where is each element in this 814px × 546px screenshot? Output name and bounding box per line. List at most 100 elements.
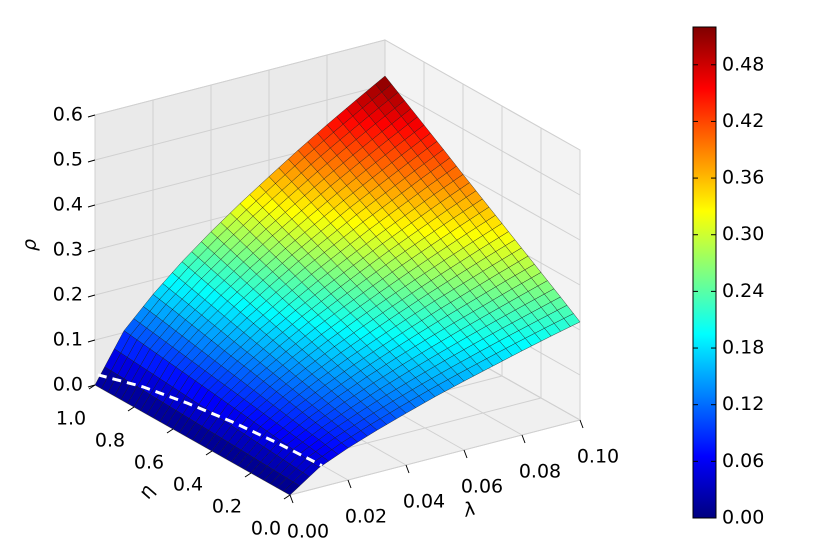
colorbar-tick-label: 0.00 [722,507,764,529]
surface-cell [191,295,241,341]
surface-cell [337,376,387,414]
z-tick [87,339,96,343]
surface-cell [502,312,552,352]
surface-cell [472,223,522,266]
z-tick [87,204,96,208]
grid-line [94,84,386,161]
z-tick-label: 0.5 [53,149,83,171]
surface-cell [386,377,436,414]
surface-cell [453,198,503,243]
z-tick [87,114,96,118]
surface-cell [366,357,416,396]
x-tick [521,434,526,444]
surface-cell [365,147,415,194]
surface-cell [337,278,387,320]
surface-cell [201,355,251,400]
surface-cell [347,338,397,378]
surface-cell [270,453,320,496]
surface-cell [405,300,455,341]
x-tick-label: 0.08 [519,461,561,483]
surface-cell [444,343,494,382]
grid-line [384,84,581,196]
surface-cell [366,257,416,300]
surface-cell [133,357,183,419]
z-axis-label: ρ [19,239,41,251]
surface-cell [297,124,347,172]
surface-cell [123,294,173,345]
surface-cell [240,285,290,330]
surface-cell [318,358,368,397]
surface-cell [443,241,493,284]
surface-cell [239,176,289,223]
y-axis-label: η [134,481,159,502]
colorbar-tick-label: 0.18 [722,337,764,359]
surface-cell [308,300,358,341]
x-tick-label: 0.04 [403,491,445,513]
surface-cell [433,174,483,219]
surface-cell [473,327,523,367]
colorbar [692,26,717,519]
surface-cell [453,305,503,345]
surface-cell [153,371,203,430]
surface-cell [356,192,406,237]
surface-cell [328,413,378,449]
y-tick [127,406,135,412]
colorbar-tick-label: 0.48 [722,53,764,75]
surface-cell [220,267,270,313]
grid-line [94,39,386,116]
surface-cell [162,324,212,373]
surface-cell [355,75,405,125]
surface-cell [511,272,561,313]
surface-cell [288,171,338,218]
x-tick [405,464,410,474]
surface-cell [278,217,328,262]
y-tick-label: 0.8 [95,430,125,452]
surface-cell [326,99,376,148]
surface-cell [376,319,426,359]
x-axis-label: λ [461,497,479,521]
y-tick-label: 1.0 [56,408,86,430]
x-tick-label: 0.02 [345,506,387,528]
grid-line [384,39,581,151]
surface-cell [268,149,318,198]
surface-cell [211,311,261,357]
surface-cell [114,344,164,408]
z-tick-label: 0.3 [53,239,83,261]
surface-cell [375,100,425,148]
surface-patch [283,481,301,496]
surface-cell [201,249,251,296]
surface-cell [288,280,338,323]
surface-cell [269,362,319,403]
surface-cell [492,247,542,290]
z-tick [87,294,96,298]
surface-cell [250,439,300,485]
z-tick-label: 0.1 [53,329,83,351]
z-tick-label: 0.6 [53,104,83,126]
surface-cell [434,282,484,324]
colorbar-tick-label: 0.24 [722,280,764,302]
surface-cell [182,340,232,386]
grid-line [289,419,581,496]
surface-cell [394,124,444,172]
surface-cell [308,396,358,433]
surface-cell [346,236,396,280]
y-tick-label: 0.6 [134,452,164,474]
surface-cell [357,394,407,431]
y-tick [283,494,291,500]
y-tick [205,450,213,456]
surface-cell [414,149,464,195]
colorbar-tick-label: 0.30 [722,223,764,245]
colorbar-tick-label: 0.06 [722,450,764,472]
x-tick [347,479,352,489]
overlay: 0.00 0.02 0.04 0.06 0.08 0.10 0.0 0.2 0.4 0.6 0.8 1… [53,104,619,543]
surface-cell [424,322,474,362]
y-tick-label: 0.0 [251,518,281,540]
surface-cell [221,370,271,414]
y-tick-label: 0.2 [212,496,242,518]
surface-cell [307,193,357,239]
z-tick [87,384,96,388]
surface-cell [531,296,581,337]
surface-cell [298,237,348,282]
colorbar-tick-label: 0.36 [722,167,764,189]
